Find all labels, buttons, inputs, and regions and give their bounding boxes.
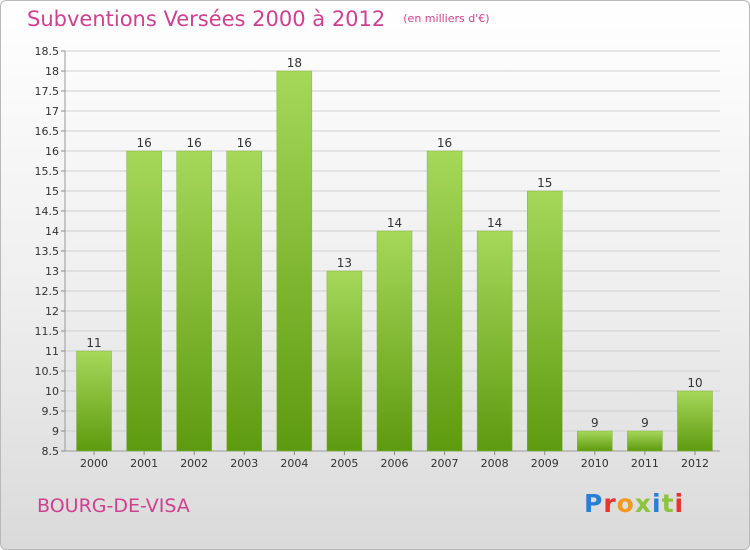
logo-letter: t [661, 489, 675, 518]
bar [526, 190, 563, 452]
y-tick-label: 10.5 [35, 365, 60, 378]
y-tick-label: 18.5 [35, 45, 60, 58]
chart-subtitle: (en milliers d'€) [403, 12, 490, 25]
y-tick-label: 9.5 [42, 405, 60, 418]
x-tick-label: 2006 [381, 457, 409, 470]
bar-value-label: 16 [437, 136, 452, 150]
y-tick-label: 11 [45, 345, 59, 358]
place-name: BOURG-DE-VISA [37, 495, 190, 517]
x-tick-label: 2005 [330, 457, 358, 470]
y-tick-label: 13 [45, 265, 59, 278]
y-tick-label: 11.5 [35, 325, 60, 338]
title-row: Subventions Versées 2000 à 2012 (en mill… [27, 7, 490, 31]
x-tick-label: 2009 [531, 457, 559, 470]
bar-value-label: 15 [537, 176, 552, 190]
logo-letter: r [603, 489, 617, 518]
y-tick-label: 17.5 [35, 85, 60, 98]
bar [126, 150, 162, 452]
y-tick-label: 18 [45, 65, 59, 78]
x-tick-label: 2011 [631, 457, 659, 470]
y-tick-label: 9 [52, 425, 59, 438]
y-tick-label: 16 [45, 145, 59, 158]
y-tick-label: 10 [45, 385, 59, 398]
x-tick-label: 2012 [681, 457, 709, 470]
bar [677, 390, 713, 452]
y-tick-label: 12.5 [35, 285, 60, 298]
bar-value-label: 16 [187, 136, 202, 150]
x-tick-label: 2003 [230, 457, 258, 470]
y-tick-label: 15 [45, 185, 59, 198]
logo-letter: o [616, 489, 635, 518]
bars [76, 70, 713, 452]
x-tick-label: 2008 [481, 457, 509, 470]
bar [426, 150, 463, 452]
bar [276, 70, 313, 452]
x-tick-label: 2007 [431, 457, 459, 470]
bar-value-label: 11 [86, 336, 101, 350]
y-tick-label: 14.5 [35, 205, 60, 218]
x-tick-label: 2000 [80, 457, 108, 470]
proxiti-logo[interactable]: Proxiti [584, 489, 684, 518]
bar [476, 230, 513, 452]
bar-value-label: 9 [591, 416, 599, 430]
bar [577, 430, 613, 452]
bar-value-label: 18 [287, 56, 302, 70]
bar [76, 350, 112, 452]
bar-value-label: 16 [136, 136, 151, 150]
y-tick-label: 8.5 [42, 445, 60, 458]
bar [176, 150, 212, 452]
x-tick-label: 2004 [280, 457, 308, 470]
y-tick-label: 16.5 [35, 125, 60, 138]
bar-value-label: 9 [641, 416, 649, 430]
bar [226, 150, 263, 452]
y-tick-label: 12 [45, 305, 59, 318]
y-tick-label: 13.5 [35, 245, 60, 258]
axes: 8.599.51010.51111.51212.51313.51414.5151… [35, 45, 720, 470]
y-tick-label: 15.5 [35, 165, 60, 178]
x-tick-label: 2002 [180, 457, 208, 470]
bar-value-label: 14 [487, 216, 502, 230]
bar [326, 270, 363, 452]
chart-title: Subventions Versées 2000 à 2012 [27, 7, 386, 31]
logo-letter: P [584, 489, 604, 518]
bar [376, 230, 413, 452]
bar [627, 430, 663, 452]
bar-value-label: 16 [237, 136, 252, 150]
y-tick-label: 17 [45, 105, 59, 118]
x-tick-label: 2001 [130, 457, 158, 470]
bar-value-label: 13 [337, 256, 352, 270]
y-tick-label: 14 [45, 225, 59, 238]
bar-value-label: 10 [687, 376, 702, 390]
bar-value-label: 14 [387, 216, 402, 230]
x-tick-label: 2010 [581, 457, 609, 470]
logo-letter: x [634, 489, 652, 518]
value-labels: 11 16 16 16 18 13 14 16 14 15 9 9 10 [86, 56, 702, 430]
logo-letter: i [652, 489, 662, 518]
logo-letter: i [674, 489, 685, 518]
